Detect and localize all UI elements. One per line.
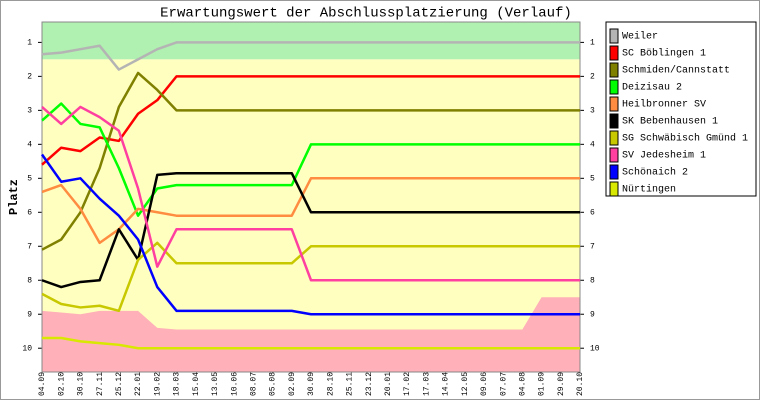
legend-swatch: [609, 79, 619, 95]
y-tick-label-right: 3: [590, 106, 595, 115]
x-tick-label: 09.06: [480, 372, 489, 396]
y-tick-label: 8: [27, 276, 32, 285]
series-line: [41, 75, 580, 166]
x-tick-label: 15.04: [192, 372, 201, 396]
legend-swatch: [609, 96, 619, 112]
y-tick-label: 1: [27, 38, 32, 47]
x-tick-label: 13.05: [211, 372, 220, 396]
legend-label: SC Böblingen 1: [622, 48, 706, 60]
legend-label: Heilbronner SV: [622, 99, 706, 111]
y-tick-label: 6: [27, 208, 32, 217]
y-tick-label: 3: [27, 106, 32, 115]
x-tick-label: 14.04: [442, 372, 451, 396]
x-tick-label: 28.10: [326, 372, 335, 396]
chart-title: Erwartungswert der Abschlussplatzierung …: [160, 6, 572, 22]
plot-border: [41, 21, 581, 373]
x-tick-label: 25.12: [115, 372, 124, 396]
x-tick-label: 07.07: [499, 372, 508, 396]
x-tick-label: 17.03: [422, 372, 431, 396]
x-tick-label: 08.07: [249, 372, 258, 396]
x-tick-label: 10.06: [230, 372, 239, 396]
x-tick-label: 04.09: [38, 372, 47, 396]
legend-box: [605, 21, 757, 197]
legend-label: SG Schwäbisch Gmünd 1: [622, 133, 748, 145]
y-tick-label: 10: [22, 344, 32, 353]
x-tick-label: 20.01: [384, 372, 393, 396]
y-tick-label-right: 2: [590, 72, 595, 81]
legend-swatch: [609, 164, 619, 180]
x-tick-label: 05.08: [269, 372, 278, 396]
legend-swatch: [609, 45, 619, 61]
legend-swatch: [609, 147, 619, 163]
legend-label: Nürtingen: [622, 184, 676, 196]
series-line: [41, 105, 580, 282]
y-tick-label-right: 7: [590, 242, 595, 251]
x-tick-label: 22.01: [134, 372, 143, 396]
legend-swatch: [609, 113, 619, 129]
y-tick-label-right: 8: [590, 276, 595, 285]
y-tick-label-right: 5: [590, 174, 595, 183]
legend-label: SV Jedesheim 1: [622, 150, 706, 162]
x-tick-label: 04.08: [518, 372, 527, 396]
x-tick-label: 02.10: [57, 372, 66, 396]
x-tick-label: 17.02: [403, 372, 412, 396]
series-line: [41, 102, 580, 217]
x-tick-label: 19.02: [153, 372, 162, 396]
x-tick-label: 27.11: [96, 372, 105, 396]
x-tick-label: 12.05: [461, 372, 470, 396]
y-tick-label-right: 1: [590, 38, 595, 47]
x-tick-label: 29.09: [557, 372, 566, 396]
y-tick-label: 2: [27, 72, 32, 81]
area: [42, 297, 580, 372]
legend-swatch: [609, 62, 619, 78]
series-line: [42, 336, 580, 350]
y-tick-label-right: 10: [590, 344, 600, 353]
x-tick-label: 23.12: [365, 372, 374, 396]
x-tick-label: 18.03: [173, 372, 182, 396]
x-tick-label: 20.10: [576, 372, 585, 396]
y-tick-label-right: 9: [590, 310, 595, 319]
legend-label: Schmiden/Cannstatt: [622, 65, 730, 77]
x-tick-label: 02.09: [288, 372, 297, 396]
legend-label: Deizisau 2: [622, 82, 682, 94]
series-line: [41, 171, 580, 289]
legend-swatch: [609, 181, 619, 197]
series-line: [40, 153, 580, 316]
y-tick-label: 9: [27, 310, 32, 319]
y-tick-label: 5: [27, 174, 32, 183]
series-line: [41, 71, 580, 251]
series-line: [41, 177, 580, 245]
series-line: [41, 241, 580, 313]
y-tick-label-right: 4: [590, 140, 595, 149]
legend-label: SK Bebenhausen 1: [622, 116, 718, 128]
y-tick-label: 7: [27, 242, 32, 251]
x-tick-label: 30.09: [307, 372, 316, 396]
series-line: [41, 41, 580, 71]
x-tick-label: 01.09: [538, 372, 547, 396]
y-axis-label: Platz: [7, 179, 21, 215]
band: [42, 22, 580, 60]
legend-swatch: [609, 130, 619, 146]
legend-label: Weiler: [622, 31, 658, 43]
legend-label: Schönaich 2: [622, 167, 688, 179]
y-tick-label-right: 6: [590, 208, 595, 217]
legend-swatch: [609, 28, 619, 44]
y-tick-label: 4: [27, 140, 32, 149]
x-tick-label: 25.11: [346, 372, 355, 396]
x-tick-label: 30.10: [77, 372, 86, 396]
